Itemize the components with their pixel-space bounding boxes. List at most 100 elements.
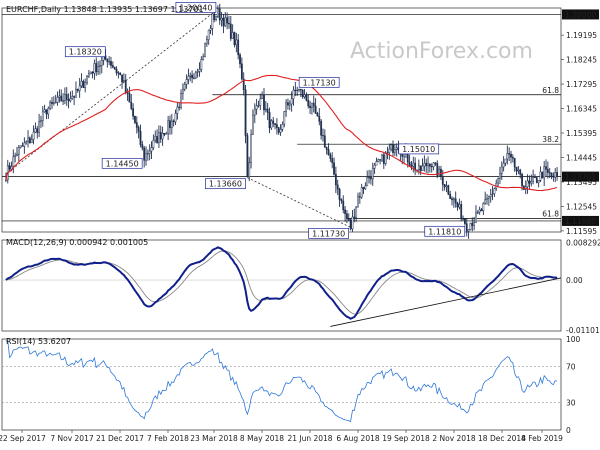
price-candle-body xyxy=(187,76,190,80)
price-candle-body xyxy=(546,169,549,173)
price-candle-body xyxy=(281,123,284,130)
price-candle-body xyxy=(226,17,229,24)
x-tick-label: 22 Sep 2017 xyxy=(0,434,46,443)
pivot-label-box xyxy=(101,157,143,169)
price-candle-body xyxy=(358,196,361,198)
price-candle-body xyxy=(412,162,415,167)
price-candle-body xyxy=(51,101,53,104)
price-candle-body xyxy=(434,162,437,164)
price-candle-body xyxy=(506,153,509,160)
price-candle-body xyxy=(143,147,146,161)
price-candle-body xyxy=(211,13,214,29)
price-candle-body xyxy=(163,133,166,135)
price-candle-body xyxy=(261,94,264,100)
price-candle-body xyxy=(311,102,313,109)
price-candle-body xyxy=(290,98,293,105)
price-candle-body xyxy=(493,188,496,195)
price-candle-body xyxy=(368,177,370,179)
price-candle-body xyxy=(331,158,334,163)
price-candle-body xyxy=(181,88,184,94)
price-candle-body xyxy=(521,174,523,187)
price-candle-body xyxy=(12,156,15,167)
price-candle-body xyxy=(43,109,46,113)
price-candle-body xyxy=(482,203,485,212)
y-tick-label: 1.11595 xyxy=(566,227,597,236)
price-candle-body xyxy=(80,80,83,87)
price-candle-body xyxy=(78,85,81,91)
price-candle-body xyxy=(519,169,522,175)
price-candle-body xyxy=(314,105,317,114)
pivot-label-box xyxy=(298,76,340,88)
rsi-panel-frame xyxy=(1,338,562,431)
price-candle-body xyxy=(242,78,245,90)
price-candle-body xyxy=(95,63,98,73)
price-candle-body xyxy=(537,180,540,183)
price-candle-body xyxy=(264,108,267,111)
price-candle-body xyxy=(250,134,252,164)
price-candle-body xyxy=(436,163,439,176)
price-candle-body xyxy=(47,108,50,115)
price-candle-body xyxy=(134,115,136,123)
price-candle-body xyxy=(185,79,188,85)
price-candle-body xyxy=(432,162,435,168)
pivot-label-box xyxy=(308,228,349,239)
price-candle-body xyxy=(191,74,193,79)
price-candle-body xyxy=(231,32,234,39)
price-candle-body xyxy=(119,72,122,76)
price-candle-body xyxy=(355,206,358,219)
macd-panel-frame xyxy=(1,239,562,332)
price-candle-body xyxy=(159,132,162,140)
x-tick-label: 19 Sep 2018 xyxy=(382,434,430,443)
price-candle-body xyxy=(526,180,529,188)
price-candle-body xyxy=(322,135,324,137)
price-panel-title: EURCHF,Daily 1.13848 1.13935 1.13697 1.1… xyxy=(6,5,204,14)
pivot-label-box xyxy=(64,46,106,58)
price-candle-body xyxy=(240,63,243,80)
price-candle-body xyxy=(178,106,181,108)
macd-y-tick-label: -0.011015 xyxy=(566,326,600,335)
price-candle-body xyxy=(513,157,516,168)
price-candle-body xyxy=(346,213,348,219)
price-candle-body xyxy=(176,106,179,114)
price-candle-body xyxy=(373,164,376,169)
price-candle-body xyxy=(58,95,61,98)
price-candle-body xyxy=(97,66,99,73)
price-candle-body xyxy=(209,28,212,31)
price-candle-body xyxy=(473,222,476,226)
price-candle-body xyxy=(268,112,271,129)
price-candle-body xyxy=(464,218,466,224)
price-candle-body xyxy=(252,114,254,135)
rsi-y-tick-label: 30 xyxy=(566,399,576,408)
price-candle-body xyxy=(38,121,40,133)
price-candle-body xyxy=(288,103,291,106)
price-candle-body xyxy=(504,158,507,164)
pivot-label: 1.13660 xyxy=(209,180,242,189)
price-candle-body xyxy=(543,166,546,179)
price-candle-body xyxy=(69,98,72,102)
price-candle-body xyxy=(30,139,33,144)
price-candle-body xyxy=(132,108,135,117)
price-candle-body xyxy=(386,152,389,154)
price-candle-body xyxy=(312,102,315,107)
price-candle-body xyxy=(465,223,468,232)
price-candle-body xyxy=(205,39,208,45)
macd-line xyxy=(5,246,558,320)
price-candle-body xyxy=(287,102,289,106)
price-candle-body xyxy=(17,147,20,155)
rsi-y-tick-label: 100 xyxy=(566,335,581,344)
price-candle-body xyxy=(113,66,116,70)
x-tick-label: 21 Dec 2017 xyxy=(96,434,144,443)
price-candle-body xyxy=(255,105,258,110)
pivot-label: 1.18320 xyxy=(69,48,102,57)
price-candle-body xyxy=(486,198,488,200)
price-candle-body xyxy=(165,133,168,135)
price-candle-body xyxy=(298,88,300,91)
price-candle-body xyxy=(202,56,205,60)
price-candle-body xyxy=(388,148,391,153)
price-candle-body xyxy=(471,223,474,226)
price-candle-body xyxy=(285,102,288,112)
price-candle-body xyxy=(552,175,555,178)
price-candle-body xyxy=(497,178,499,184)
price-candle-body xyxy=(469,223,472,230)
price-candle-body xyxy=(294,89,297,92)
